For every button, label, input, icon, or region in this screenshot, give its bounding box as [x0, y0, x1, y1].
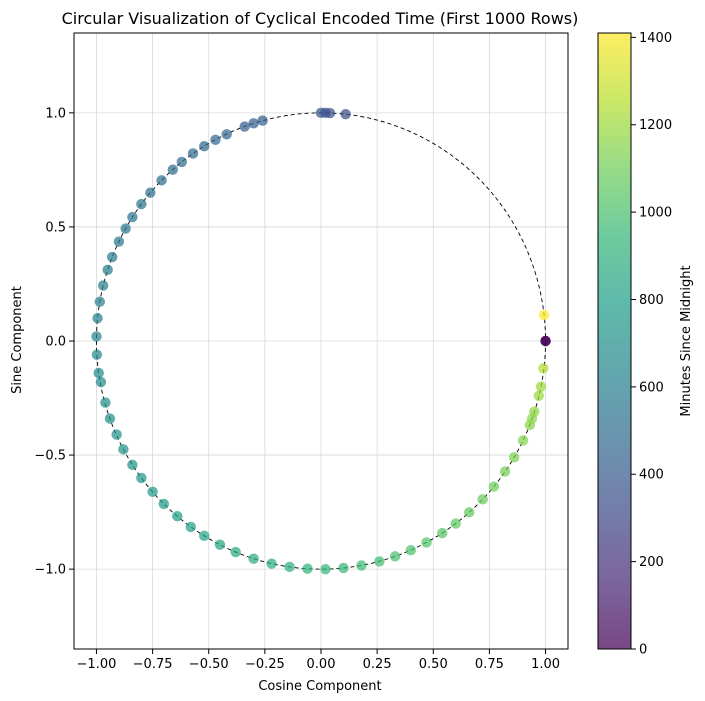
data-point	[488, 481, 500, 492]
x-tick-label: 0.75	[475, 657, 504, 672]
data-point	[100, 397, 111, 408]
data-point	[185, 521, 196, 533]
data-point	[529, 406, 540, 417]
data-point	[167, 164, 178, 175]
x-tick-label: −0.75	[133, 657, 173, 672]
colorbar-tick-label: 600	[639, 380, 664, 395]
data-point	[102, 264, 113, 276]
data-point	[437, 527, 448, 539]
colorbar-tick-label: 1200	[639, 118, 672, 133]
colorbar-tick-label: 1400	[639, 31, 672, 46]
axes: −1.00 −0.75 −0.50 −0.25 0.00 0.25 0.50 0.75 1.00…	[34, 32, 569, 672]
data-point	[156, 175, 167, 186]
data-point	[118, 444, 129, 455]
data-point	[91, 349, 103, 360]
data-point	[93, 367, 104, 379]
data-point	[499, 466, 511, 477]
data-point	[477, 494, 488, 505]
colorbar: 0 200 400 600 800 1000 1200 1400	[597, 31, 672, 658]
colorbar-gradient	[598, 33, 631, 649]
x-tick-label: 0.25	[363, 657, 392, 672]
data-point	[210, 134, 221, 145]
data-point	[320, 563, 331, 575]
colorbar-tick-label: 800	[639, 293, 664, 308]
data-point	[538, 363, 549, 374]
colorbar-tick-label: 1000	[639, 206, 672, 221]
data-point	[284, 561, 295, 573]
x-axis-label: Cosine Component	[258, 679, 381, 694]
data-point	[147, 486, 158, 498]
data-point	[221, 129, 232, 140]
y-tick-label: −1.0	[34, 563, 66, 578]
data-point	[517, 435, 529, 446]
data-point	[111, 429, 122, 440]
x-tick-label: 0.00	[307, 657, 336, 672]
data-point	[389, 551, 401, 562]
x-tick-label: 0.50	[419, 657, 448, 672]
data-point	[106, 251, 118, 263]
scatter-points	[91, 107, 551, 575]
data-point	[172, 511, 183, 522]
data-point	[374, 556, 385, 567]
x-tick-label: −0.50	[189, 657, 229, 672]
data-point	[94, 296, 106, 307]
data-point	[92, 312, 103, 324]
data-point	[302, 563, 313, 574]
data-point	[257, 115, 268, 126]
x-tick-label: 1.00	[531, 657, 560, 672]
y-axis-label: Sine Component	[10, 286, 25, 394]
data-point	[127, 459, 138, 471]
data-point	[356, 560, 367, 571]
y-tick-label: 0.0	[45, 335, 66, 350]
data-point	[535, 381, 547, 392]
data-point	[176, 156, 187, 168]
data-point	[199, 140, 210, 152]
data-point	[315, 107, 327, 119]
data-point	[540, 335, 551, 347]
data-point	[405, 545, 417, 556]
colorbar-tick-label: 400	[639, 468, 664, 483]
y-tick-label: 1.0	[45, 106, 66, 121]
data-point	[113, 236, 125, 247]
data-point	[266, 558, 277, 569]
data-point	[450, 518, 461, 529]
data-point	[239, 121, 250, 132]
data-point	[95, 376, 107, 388]
colorbar-frame	[597, 32, 632, 650]
data-point	[136, 472, 147, 484]
x-tick-label: −0.25	[245, 657, 285, 672]
data-point	[145, 187, 156, 198]
data-point	[533, 390, 545, 401]
data-point	[187, 148, 199, 159]
data-point	[199, 530, 210, 542]
data-point	[127, 211, 138, 223]
data-point	[248, 118, 259, 129]
data-point	[538, 309, 550, 321]
data-point	[248, 553, 259, 564]
data-point	[158, 498, 170, 510]
y-tick-label: −0.5	[34, 449, 66, 464]
data-point	[97, 280, 109, 291]
data-point	[230, 546, 241, 558]
data-point	[340, 109, 351, 120]
colorbar-tick-label: 0	[639, 643, 647, 658]
chart-title: Circular Visualization of Cyclical Encod…	[62, 9, 579, 28]
x-tick-label: −1.00	[77, 657, 117, 672]
data-point	[214, 539, 226, 550]
y-tick-label: 0.5	[45, 220, 66, 235]
data-point	[120, 223, 131, 234]
data-point	[464, 507, 475, 518]
data-point	[421, 537, 432, 548]
data-point	[104, 413, 116, 424]
data-point	[136, 198, 147, 210]
grid	[74, 33, 568, 649]
data-point	[91, 331, 102, 342]
colorbar-label: Minutes Since Midnight	[679, 265, 694, 416]
data-point	[338, 562, 349, 574]
data-point	[508, 452, 520, 463]
colorbar-tick-label: 200	[639, 555, 664, 570]
